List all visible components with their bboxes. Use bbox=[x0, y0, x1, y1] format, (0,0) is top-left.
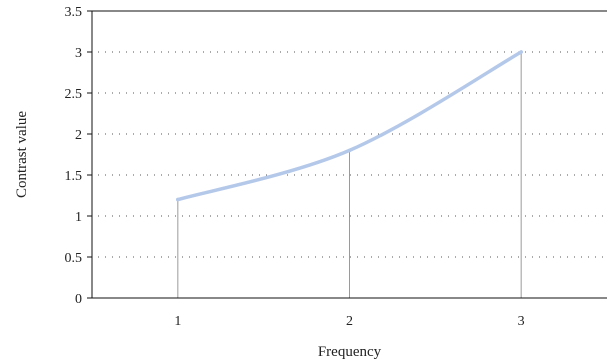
data-point-2 bbox=[347, 148, 352, 153]
y-tick-label-0: 0 bbox=[75, 292, 82, 307]
axes bbox=[87, 10, 607, 299]
x-tick-label-3: 3 bbox=[518, 314, 525, 329]
y-axis-label: Contrast value bbox=[14, 111, 30, 198]
y-tick-labels: 0 0.5 1 1.5 2 2.5 3 3.5 bbox=[65, 5, 83, 307]
y-tick-label-1: 1 bbox=[75, 210, 82, 225]
y-tick-label-0.5: 0.5 bbox=[65, 251, 83, 266]
x-tick-label-1: 1 bbox=[174, 314, 181, 329]
y-tick-label-2.5: 2.5 bbox=[65, 87, 83, 102]
grid-lines bbox=[98, 51, 607, 258]
data-point-3 bbox=[519, 50, 523, 54]
x-axis-label: Frequency bbox=[318, 344, 382, 360]
y-tick-label-3.5: 3.5 bbox=[65, 5, 83, 20]
x-tick-labels: 1 2 3 bbox=[174, 314, 524, 329]
data-point-1 bbox=[176, 197, 180, 202]
drop-lines bbox=[177, 52, 522, 298]
y-tick-label-2: 2 bbox=[75, 128, 82, 143]
y-tick-label-3: 3 bbox=[75, 46, 82, 61]
y-tick-label-1.5: 1.5 bbox=[65, 169, 83, 184]
series-group bbox=[176, 50, 523, 202]
x-tick-label-2: 2 bbox=[346, 314, 353, 329]
